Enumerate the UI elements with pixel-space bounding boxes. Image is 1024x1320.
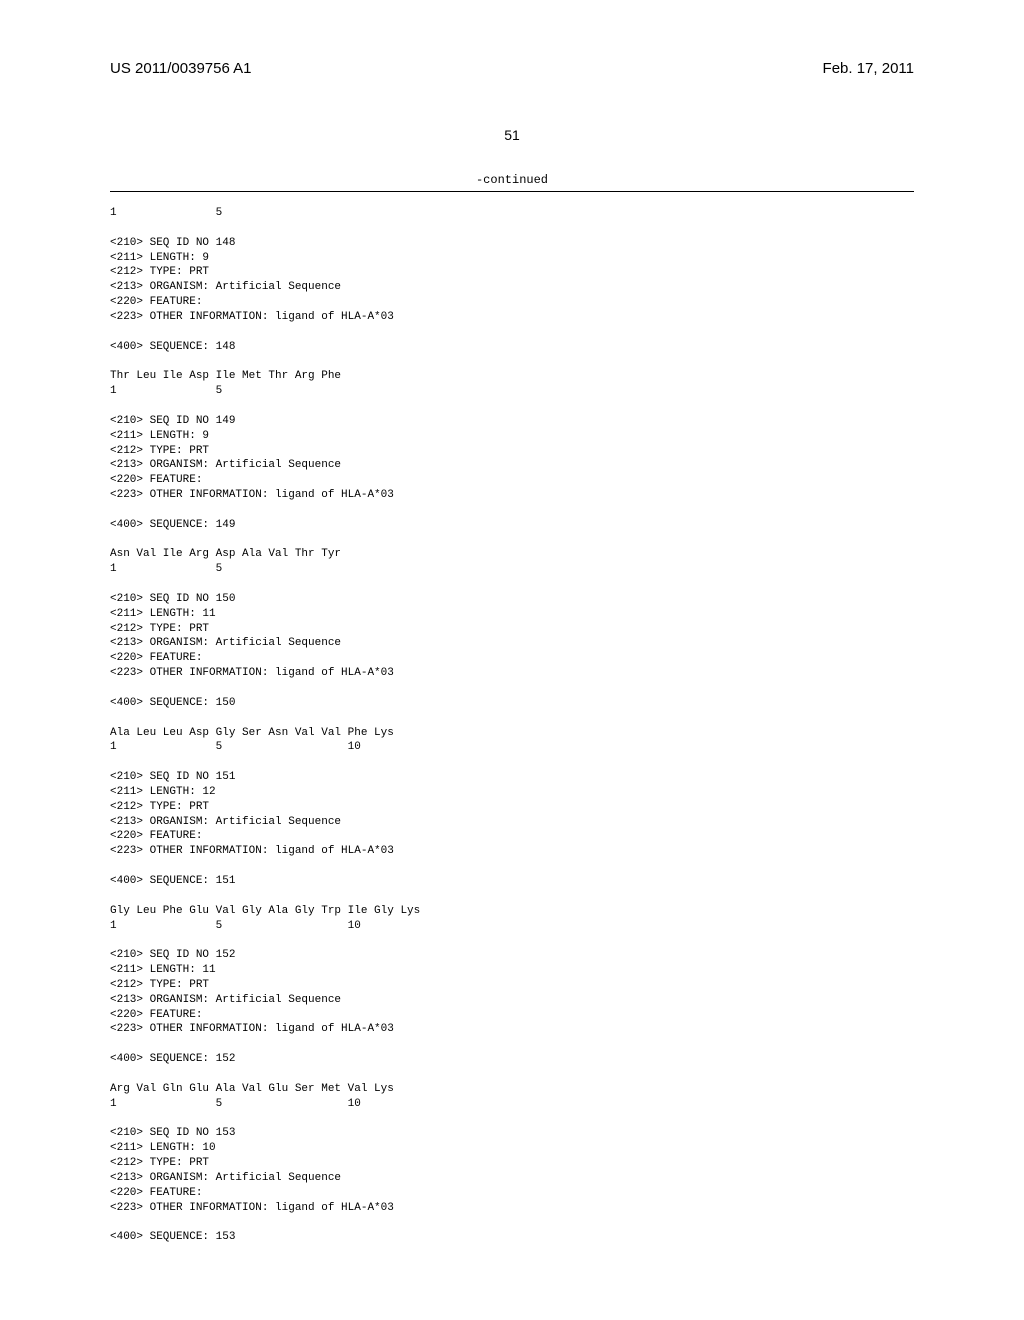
sequence-listing: 1 5 <210> SEQ ID NO 148 <211> LENGTH: 9 …	[110, 206, 914, 1245]
page-header: US 2011/0039756 A1 Feb. 17, 2011	[110, 60, 914, 77]
document-page: US 2011/0039756 A1 Feb. 17, 2011 51 -con…	[0, 0, 1024, 1320]
continued-label: -continued	[110, 173, 914, 187]
page-number: 51	[110, 127, 914, 143]
divider	[110, 191, 914, 192]
publication-number: US 2011/0039756 A1	[110, 60, 252, 77]
publication-date: Feb. 17, 2011	[823, 60, 914, 77]
